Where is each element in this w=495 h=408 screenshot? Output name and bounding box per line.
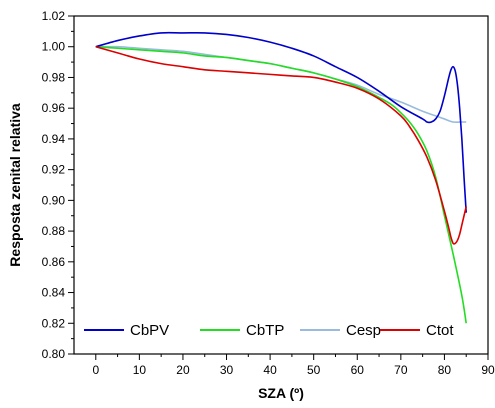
legend-label-cbpv: CbPV: [130, 322, 169, 339]
y-tick-label: 0.80: [42, 347, 66, 361]
y-tick-label: 0.86: [42, 255, 66, 269]
plot-frame: [73, 15, 489, 355]
series-line-cbtp: [95, 45, 468, 324]
y-tick-label: 0.98: [42, 70, 66, 84]
y-tick-label: 0.90: [42, 193, 66, 207]
y-tick-label: 0.94: [42, 132, 66, 146]
y-axis-ticks: 0.80 0.82 0.84 0.86 0.88 0.90 0.92 0.94 0.96 0.98…: [42, 9, 74, 361]
y-tick-label: 0.84: [42, 286, 66, 300]
legend-label-cbtp: CbTP: [246, 322, 284, 339]
x-axis-title: SZA (º): [258, 385, 304, 401]
x-tick-label: 80: [438, 363, 452, 377]
series-line-cbpv: [95, 31, 468, 213]
x-tick-label: 60: [351, 363, 365, 377]
x-tick-label: 10: [133, 363, 147, 377]
y-axis-title: Resposta zenital relativa: [7, 103, 23, 267]
y-tick-label: 1.00: [42, 40, 66, 54]
x-tick-label: 40: [263, 363, 277, 377]
y-tick-label: 1.02: [42, 9, 66, 23]
legend-label-ctot: Ctot: [426, 322, 454, 339]
x-tick-label: 50: [307, 363, 321, 377]
x-tick-label: 30: [220, 363, 234, 377]
x-tick-label: 0: [92, 363, 99, 377]
series-line-ctot: [95, 45, 467, 245]
y-tick-label: 0.82: [42, 316, 66, 330]
legend-label-cesp: Cesp: [346, 322, 381, 339]
x-tick-label: 20: [176, 363, 190, 377]
x-tick-label: 90: [481, 363, 495, 377]
y-tick-label: 0.88: [42, 224, 66, 238]
legend: CbPV CbTP Cesp Ctot: [84, 322, 454, 339]
x-axis-ticks: 0 10 20 30 40 50 60 70 80 90: [92, 354, 495, 377]
x-tick-label: 70: [394, 363, 408, 377]
plot-area-border: [73, 15, 489, 355]
series-lines: [95, 31, 468, 324]
y-tick-label: 0.96: [42, 101, 66, 115]
y-tick-label: 0.92: [42, 163, 66, 177]
series-line-cesp: [95, 45, 467, 124]
